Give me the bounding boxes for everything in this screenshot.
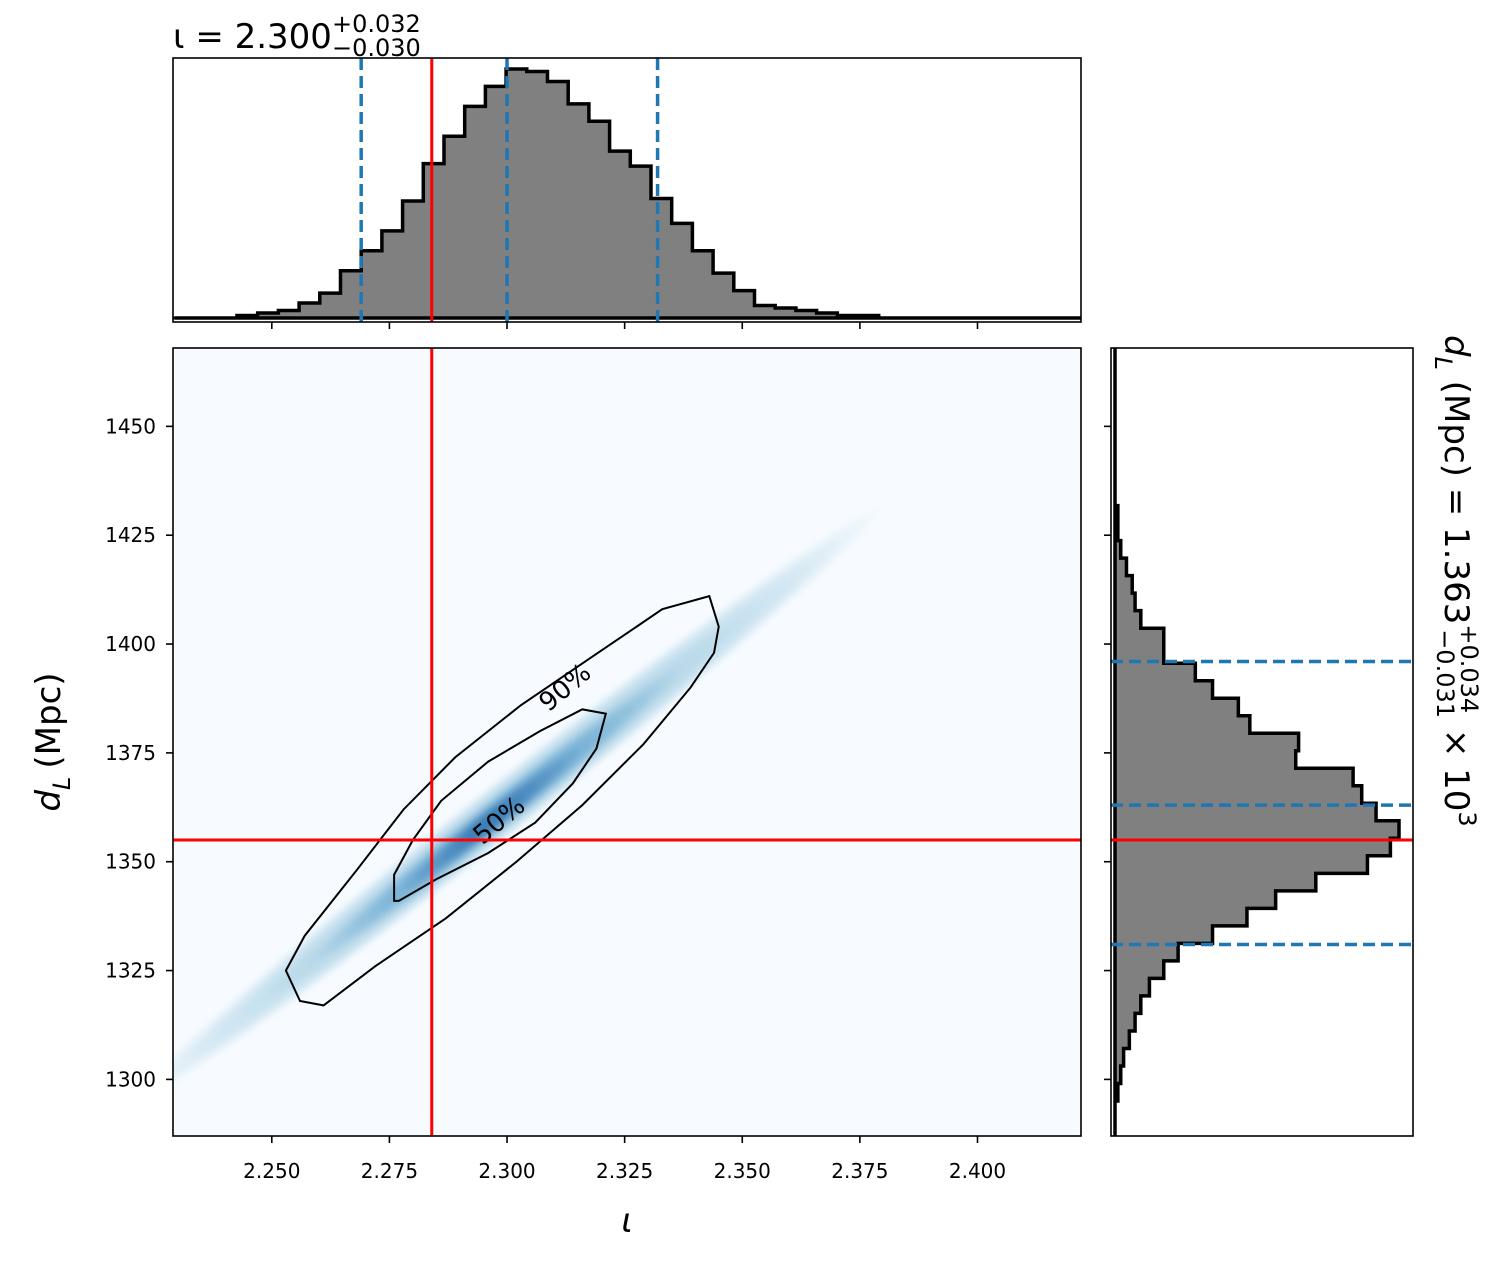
x-tick-label-4: 2.350 <box>714 1159 771 1183</box>
joint-density-panel: 90%50% 2.250 2.275 2.300 2.325 2.350 2.375 2.4… <box>105 347 1082 1183</box>
y-tick-label-4: 1400 <box>105 632 156 656</box>
y-tick-label-6: 1450 <box>105 414 156 438</box>
y-axis-label: dL(Mpc) <box>29 672 76 811</box>
iota-title: ι = 2.300+0.032 −0.030 <box>173 10 421 62</box>
x-tick-label-2: 2.300 <box>478 1159 535 1183</box>
svg-text:dL(Mpc): dL(Mpc) <box>29 672 76 811</box>
dL-marginal-panel <box>1104 347 1414 1137</box>
y-tick-label-0: 1300 <box>105 1067 156 1091</box>
x-tick-label-3: 2.325 <box>596 1159 653 1183</box>
x-axis-label: ι <box>621 1201 633 1241</box>
contour-50pct <box>393 708 608 902</box>
iota-marginal-panel <box>172 57 1082 329</box>
density-layer-27 <box>465 804 511 841</box>
x-tick-label-1: 2.275 <box>361 1159 418 1183</box>
y-tick-label-1: 1325 <box>105 959 156 983</box>
svg-text:dL (Mpc) = 1.363+0.034−0.031 ×: dL (Mpc) = 1.363+0.034−0.031 × 103 <box>1429 335 1483 827</box>
dL-title: dL (Mpc) = 1.363+0.034−0.031 × 103 <box>1429 335 1483 827</box>
y-tick-label-3: 1375 <box>105 741 156 765</box>
iota-histogram <box>174 67 1081 320</box>
y-tick-label-5: 1425 <box>105 523 156 547</box>
x-tick-label-6: 2.400 <box>949 1159 1006 1183</box>
x-tick-label-0: 2.250 <box>243 1159 300 1183</box>
y-tick-label-2: 1350 <box>105 850 156 874</box>
dL-histogram <box>1113 348 1401 1136</box>
contour-90pct <box>284 594 720 1007</box>
x-tick-label-5: 2.375 <box>831 1159 888 1183</box>
